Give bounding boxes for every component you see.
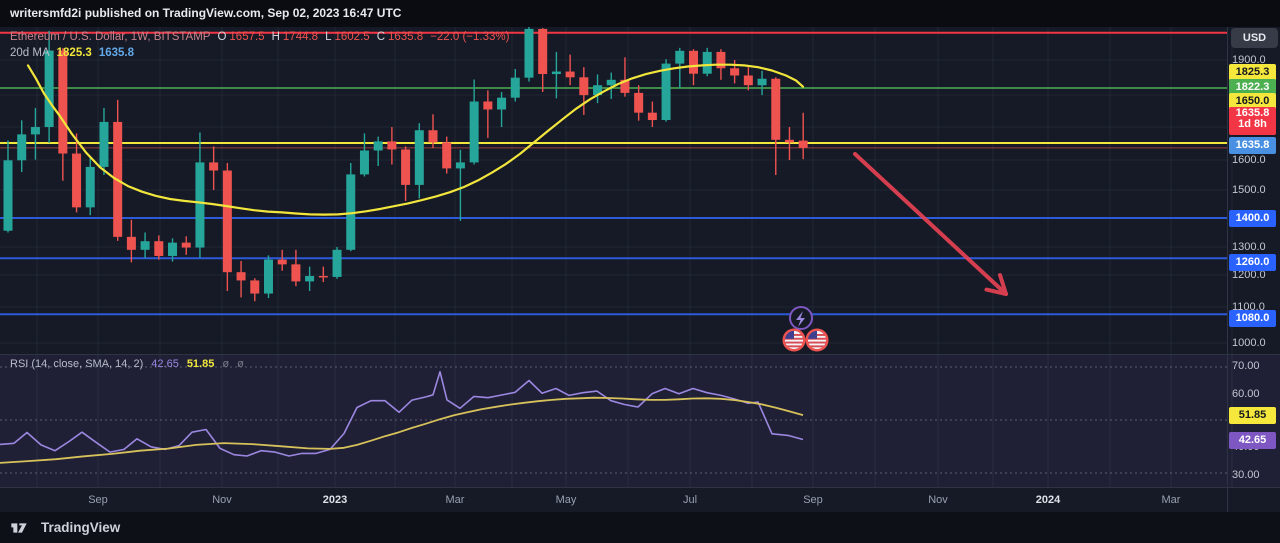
time-axis-label: Jul <box>682 494 698 506</box>
tradingview-wordmark[interactable]: TradingView <box>41 520 121 535</box>
low-key: L <box>325 31 332 43</box>
time-axis-label: Mar <box>1161 494 1181 506</box>
symbol-title[interactable]: Ethereum / U.S. Dollar, 1W, BITSTAMP <box>10 31 211 43</box>
price-label-box: 51.85 <box>1229 406 1276 424</box>
time-axis-label: Mar <box>445 494 465 506</box>
ma-close-value: 1635.8 <box>98 47 135 59</box>
time-axis-label: 2024 <box>1035 494 1061 506</box>
time-axis-label: Sep <box>88 494 108 506</box>
price-label-box: 1635.8 1d 8h <box>1229 107 1276 135</box>
close-key: C <box>376 31 385 43</box>
rsi-line <box>0 370 804 457</box>
currency-toggle-button[interactable]: USD <box>1231 28 1278 48</box>
time-axis-label: Nov <box>928 494 948 506</box>
price-label-box: 1260.0 <box>1229 253 1276 271</box>
high-value: 1744.8 <box>282 31 319 43</box>
pane-divider[interactable] <box>0 354 1280 355</box>
symbol-legend: Ethereum / U.S. Dollar, 1W, BITSTAMP O 1… <box>10 31 509 43</box>
horizontal-level-lines[interactable] <box>0 31 1227 316</box>
us-flag-event-icon[interactable] <box>805 328 829 352</box>
us-flag-event-icon[interactable] <box>782 328 806 352</box>
price-label-box: 1635.8 <box>1229 136 1276 154</box>
price-label-box: 1650.0 <box>1229 92 1276 110</box>
axis-tick-label: 60.00 <box>1232 388 1260 400</box>
bearish-arrow-drawing[interactable] <box>853 152 1008 296</box>
price-label-box: 1825.3 <box>1229 63 1276 81</box>
close-value: 1635.8 <box>388 31 424 43</box>
rsi-title[interactable]: RSI (14, close, SMA, 14, 2) <box>10 358 144 370</box>
time-axis-label: Nov <box>212 494 232 506</box>
grid-lines <box>0 27 1233 487</box>
tradingview-logo-icon[interactable] <box>10 520 34 536</box>
rsi-empty-value-1: ø <box>222 358 230 370</box>
axis-tick-label: 1000.0 <box>1232 337 1266 349</box>
axis-tick-label: 1200.0 <box>1232 269 1266 281</box>
publish-info-text: writersmfd2i published on TradingView.co… <box>10 6 402 20</box>
axis-tick-label: 1500.0 <box>1232 184 1266 196</box>
price-label-box: 1822.3 <box>1229 78 1276 96</box>
axis-tick-label: 70.00 <box>1232 360 1260 372</box>
axis-tick-label: 30.00 <box>1232 469 1260 481</box>
ma-label[interactable]: 20d MA <box>10 47 50 59</box>
price-label-box: 1400.0 <box>1229 209 1276 227</box>
countdown-timer: 1d 8h <box>1238 118 1267 130</box>
high-key: H <box>271 31 280 43</box>
time-axis-label: Sep <box>803 494 823 506</box>
rsi-pane-fill <box>0 354 1280 487</box>
ma-legend: 20d MA 1825.3 1635.8 <box>10 47 134 59</box>
rsi-ma-value: 51.85 <box>186 358 215 370</box>
ma-line <box>26 63 805 216</box>
open-value: 1657.5 <box>229 31 265 43</box>
rsi-empty-value-2: ø <box>237 358 244 370</box>
rsi-value: 42.65 <box>151 358 179 370</box>
change-value: −22.0 (−1.33%) <box>430 31 510 43</box>
open-key: O <box>217 31 227 43</box>
candles-layer <box>3 26 808 302</box>
axis-tick-label: 1300.0 <box>1232 241 1266 253</box>
rsi-ma-line <box>0 396 804 464</box>
axis-tick-label: 1900.0 <box>1232 54 1266 66</box>
ma-value: 1825.3 <box>56 47 92 59</box>
price-label-box: 1080.0 <box>1229 309 1276 327</box>
rsi-legend: RSI (14, close, SMA, 14, 2) 42.65 51.85 … <box>10 358 244 370</box>
publish-info-bar: writersmfd2i published on TradingView.co… <box>0 0 1280 27</box>
axis-separator <box>1227 27 1228 512</box>
price-label-box: 42.65 <box>1229 431 1276 449</box>
time-axis-label: May <box>555 494 577 506</box>
lightning-alert-icon[interactable] <box>789 306 813 330</box>
footer-bar: TradingView <box>0 512 1280 543</box>
time-axis-divider <box>0 487 1280 488</box>
low-value: 1602.5 <box>334 31 370 43</box>
axis-tick-label: 1600.0 <box>1232 154 1266 166</box>
time-axis-label: 2023 <box>322 494 348 506</box>
